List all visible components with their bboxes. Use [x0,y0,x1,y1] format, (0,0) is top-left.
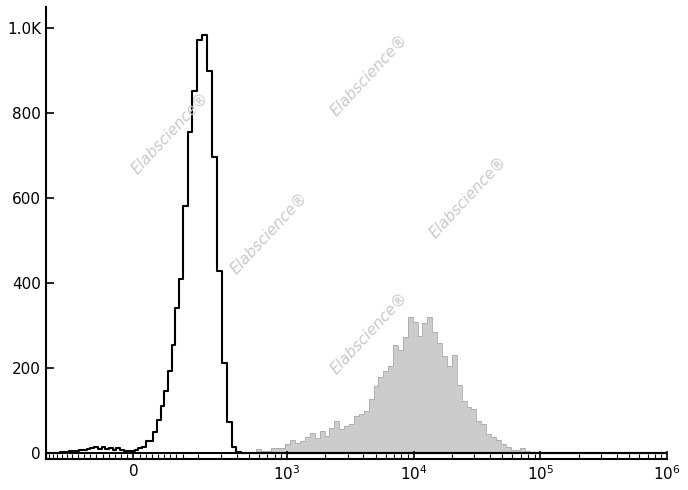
Text: Elabscience®: Elabscience® [327,31,411,119]
Text: Elabscience®: Elabscience® [327,289,411,376]
Text: Elabscience®: Elabscience® [228,190,311,277]
Text: Elabscience®: Elabscience® [427,153,510,241]
Text: Elabscience®: Elabscience® [129,90,212,177]
